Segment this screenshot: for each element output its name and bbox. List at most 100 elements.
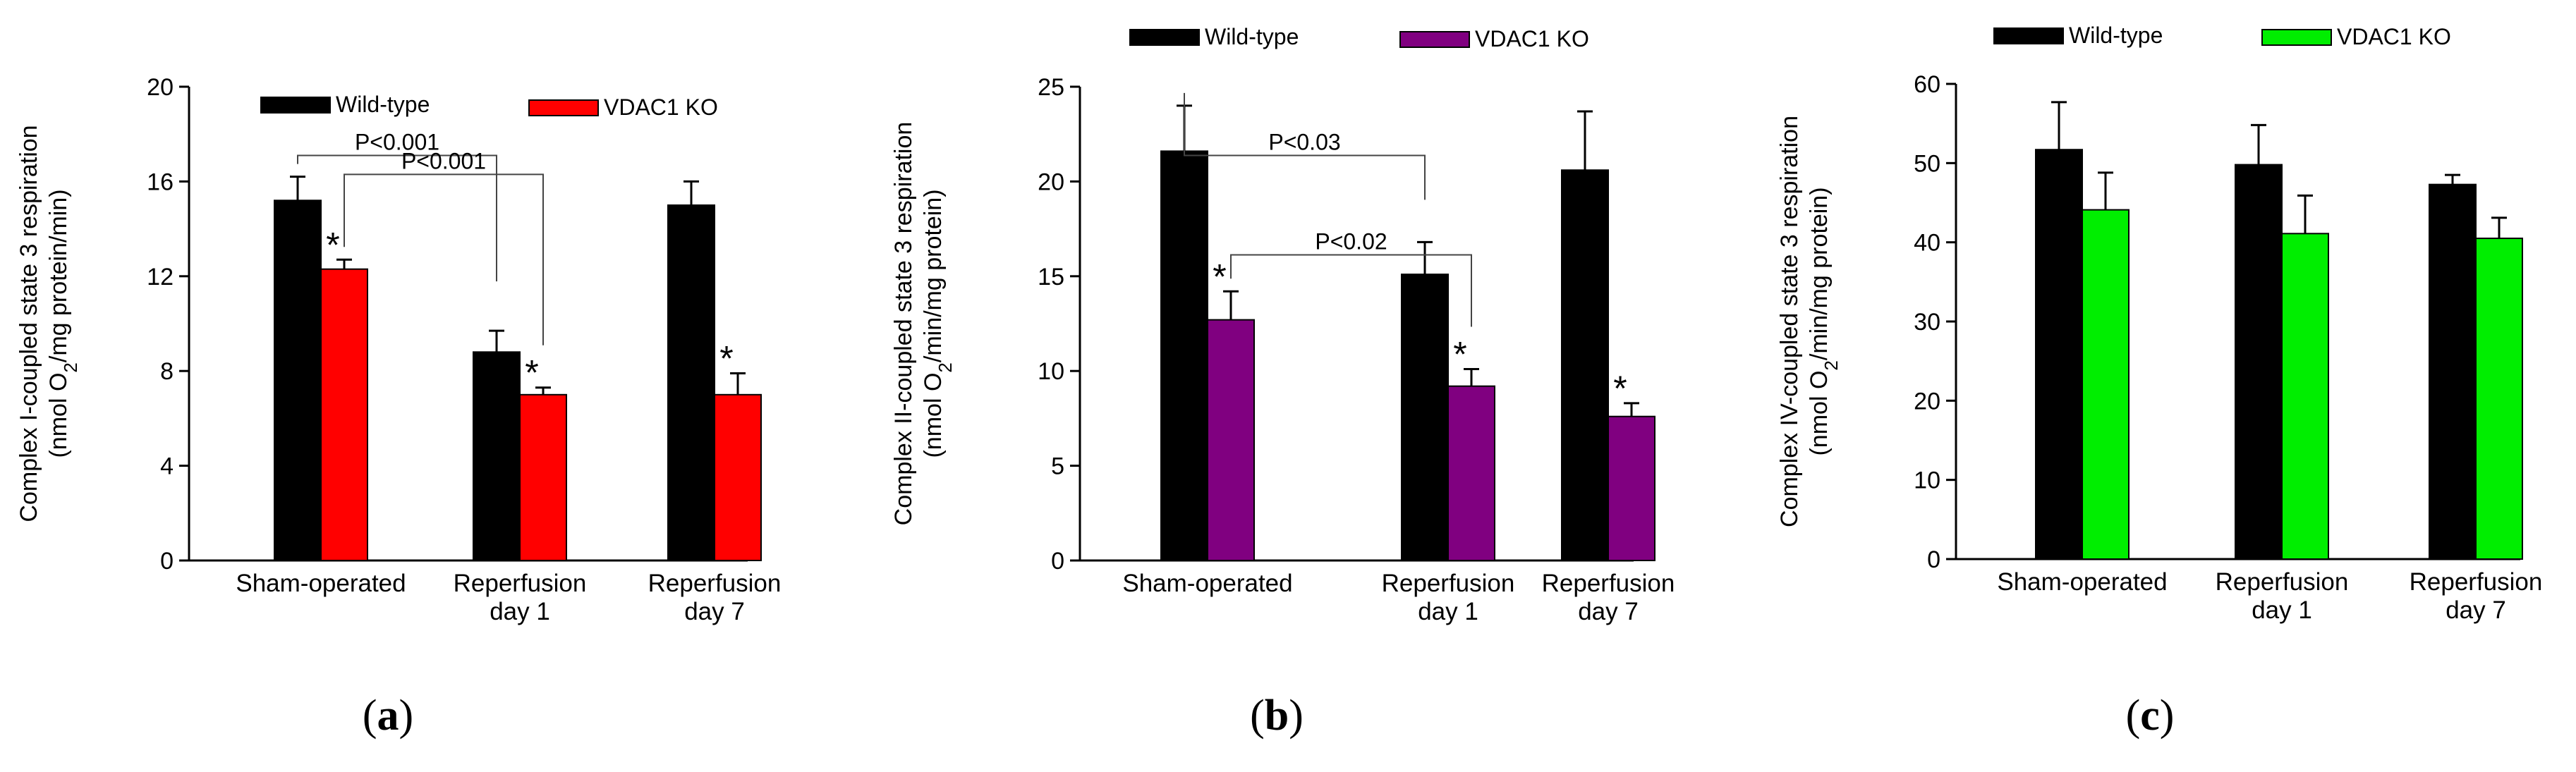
panel-c-label-letter: c bbox=[2140, 692, 2160, 740]
panel-a-bar-wildtype bbox=[274, 200, 322, 561]
panel-c-category-label: Sham-operated bbox=[1997, 568, 2167, 596]
panel-c-category-label: day 1 bbox=[2252, 596, 2312, 624]
panel-b-category-label: day 1 bbox=[1418, 598, 1478, 625]
panel-b-y-tick-label: 25 bbox=[1038, 74, 1064, 101]
panel-a-legend-label: Wild-type bbox=[336, 92, 430, 117]
panel-a-significance-star: * bbox=[525, 353, 538, 393]
panel-b-legend-label: Wild-type bbox=[1205, 24, 1299, 49]
panel-c-category-label: Reperfusion bbox=[2410, 568, 2543, 596]
panel-a-y-axis-label-sub: 2 bbox=[60, 362, 81, 372]
panel-a-bar-vdac1ko bbox=[320, 268, 368, 561]
panel-b-label-open: ( bbox=[1250, 692, 1265, 740]
panel-b-significance-bracket bbox=[1184, 92, 1426, 200]
panel-c-y-tick-label: 30 bbox=[1914, 309, 1940, 336]
panel-a-y-axis-label-line1: Complex I-coupled state 3 respiration bbox=[16, 125, 42, 522]
panel-a-legend-label: VDAC1 KO bbox=[604, 94, 718, 120]
panel-a-legend-swatch bbox=[528, 99, 599, 116]
panel-b-bar-wildtype bbox=[1561, 169, 1609, 562]
panel-c: 0 10 20 30 40 50 60 Complex IV-coupled state 3 … bbox=[1776, 23, 2542, 740]
panel-c-bar-vdac1ko bbox=[2281, 233, 2329, 560]
panel-c-label-open: ( bbox=[2126, 692, 2141, 740]
panel-b-y-axis-label-pre: (nmol O bbox=[920, 373, 947, 458]
panel-a-label: (a) bbox=[363, 692, 413, 740]
panel-a-bar-wildtype bbox=[667, 204, 715, 561]
panel-b-bar-vdac1ko bbox=[1447, 385, 1495, 561]
panel-a: 0 4 8 12 16 20 Complex I-coupled state 3 respi… bbox=[16, 74, 781, 740]
panel-c-legend-label: VDAC1 KO bbox=[2337, 24, 2451, 49]
panel-a-category-label: day 7 bbox=[684, 598, 745, 625]
panel-b-significance-star: * bbox=[1213, 257, 1226, 296]
panel-a-significance-bracket bbox=[297, 154, 497, 282]
panel-b-y-tick-label: 15 bbox=[1038, 264, 1064, 290]
panel-a-bracket-label: P<0.001 bbox=[401, 148, 486, 173]
panel-b-label: (b) bbox=[1250, 692, 1304, 740]
panel-a-category-label: Reperfusion bbox=[454, 570, 587, 597]
panel-c-bar-wildtype bbox=[2429, 183, 2477, 560]
panel-b-y-tick-label: 10 bbox=[1038, 358, 1064, 385]
panel-a-bracket-label: P<0.001 bbox=[355, 129, 439, 154]
panel-c-y-tick-label: 10 bbox=[1914, 467, 1940, 494]
panel-b-significance-bracket bbox=[1230, 254, 1472, 327]
panel-b-bar-wildtype bbox=[1160, 150, 1208, 561]
panel-a-category-label: Sham-operated bbox=[236, 570, 406, 597]
panel-b-category-label: Sham-operated bbox=[1122, 570, 1292, 597]
panel-a-y-axis-label-pre: (nmol O bbox=[45, 373, 72, 458]
panel-a-y-tick-label: 20 bbox=[147, 74, 174, 101]
panel-b-significance-star: * bbox=[1613, 369, 1627, 408]
panel-c-y-tick-label: 60 bbox=[1914, 71, 1940, 98]
panel-b-legend-label: VDAC1 KO bbox=[1475, 26, 1589, 51]
panel-c-category-label: day 7 bbox=[2446, 596, 2506, 624]
panel-c-label-close: ) bbox=[2160, 692, 2175, 740]
panel-b-y-axis-label-line1: Complex II-coupled state 3 respiration bbox=[890, 122, 917, 526]
panel-b-y-axis-label-post: /min/mg protein) bbox=[920, 189, 947, 362]
panel-a-significance-bracket bbox=[344, 173, 544, 345]
panel-a-category-label: Reperfusion bbox=[648, 570, 782, 597]
panel-b-y-tick-label: 20 bbox=[1038, 169, 1064, 195]
panel-c-y-axis-label-line1: Complex IV-coupled state 3 respiration bbox=[1776, 116, 1803, 527]
panel-a-legend-swatch bbox=[260, 97, 331, 114]
panel-b-bracket-label: P<0.03 bbox=[1268, 129, 1340, 154]
panel-c-y-axis-label-post: /min/mg protein) bbox=[1806, 187, 1833, 360]
panel-c-bar-vdac1ko bbox=[2082, 209, 2130, 560]
panel-b-category-label: Reperfusion bbox=[1382, 570, 1515, 597]
panel-b-bar-wildtype bbox=[1401, 274, 1449, 561]
panel-c-label: (c) bbox=[2126, 692, 2175, 740]
panel-c-legend-swatch bbox=[1993, 27, 2064, 44]
panel-b-category-label: Reperfusion bbox=[1542, 570, 1675, 597]
panel-a-significance-star: * bbox=[326, 225, 339, 264]
panel-c-legend-swatch bbox=[2261, 29, 2332, 46]
panel-b: 0 5 10 15 20 25 Complex II-coupled state 3 res… bbox=[890, 24, 1675, 740]
panel-b-y-axis-label-line2: (nmol O2/min/mg protein) bbox=[920, 189, 956, 458]
panel-a-bar-vdac1ko bbox=[519, 393, 567, 561]
panel-c-bar-wildtype bbox=[2035, 149, 2083, 560]
panel-a-y-tick-label: 12 bbox=[147, 264, 174, 290]
panel-c-y-tick-label: 40 bbox=[1914, 230, 1940, 257]
panel-a-y-tick-label: 4 bbox=[160, 453, 174, 480]
panel-a-y-tick-label: 8 bbox=[160, 358, 174, 385]
panel-b-y-axis-label: Complex II-coupled state 3 respiration (n… bbox=[890, 122, 956, 526]
panel-a-y-axis-label-line2: (nmol O2/mg protein/min) bbox=[45, 189, 81, 458]
panel-a-label-letter: a bbox=[377, 692, 399, 740]
panel-a-y-axis-label-post: /mg protein/min) bbox=[45, 189, 72, 362]
panel-b-bar-vdac1ko bbox=[1207, 319, 1255, 561]
panel-b-legend-swatch bbox=[1399, 31, 1470, 48]
panel-c-y-tick-label: 20 bbox=[1914, 388, 1940, 415]
panel-a-label-close: ) bbox=[399, 692, 414, 740]
panel-a-y-tick-label: 16 bbox=[147, 169, 174, 195]
panel-b-significance-star: * bbox=[1453, 335, 1466, 374]
panel-c-bar-vdac1ko bbox=[2475, 238, 2523, 560]
panel-b-bracket-label: P<0.02 bbox=[1315, 229, 1387, 255]
panel-c-y-axis-label-sub: 2 bbox=[1821, 360, 1842, 370]
panel-a-significance-star: * bbox=[719, 339, 733, 379]
panel-b-y-tick-label: 5 bbox=[1051, 453, 1064, 480]
panel-b-bar-vdac1ko bbox=[1608, 415, 1655, 561]
panel-c-y-axis-label-pre: (nmol O bbox=[1806, 371, 1833, 456]
panel-c-category-label: Reperfusion bbox=[2216, 568, 2349, 596]
panel-a-y-tick-label: 0 bbox=[160, 548, 174, 575]
panel-b-y-tick-label: 0 bbox=[1051, 548, 1064, 575]
panel-c-y-tick-label: 0 bbox=[1927, 546, 1940, 573]
panel-a-label-open: ( bbox=[363, 692, 377, 740]
panel-b-legend-swatch bbox=[1129, 29, 1200, 46]
panel-c-legend-label: Wild-type bbox=[2069, 23, 2163, 48]
